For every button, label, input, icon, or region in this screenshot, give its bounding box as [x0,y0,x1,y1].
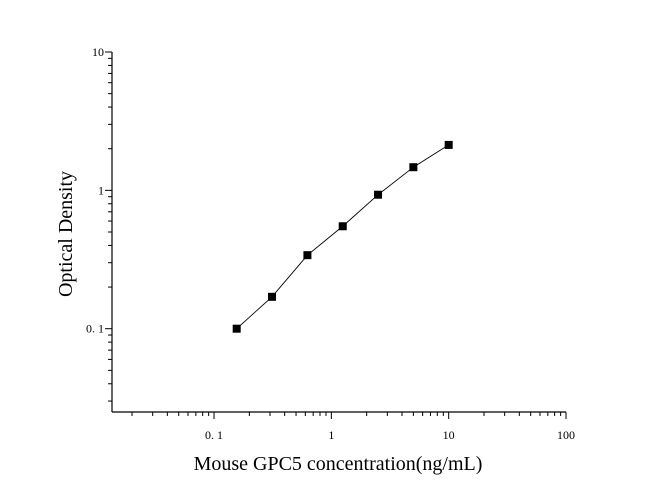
fit-curve [236,144,449,330]
data-point [409,163,418,172]
x-axis-title: Mouse GPC5 concentration(ng/mL) [194,453,483,475]
plot-area: 0. 1 1 10 100 0. 1 1 10 [86,45,575,442]
data-point [444,140,453,149]
y-tick-label: 0. 1 [86,322,104,336]
data-point [268,292,277,301]
x-tick-label: 100 [557,428,575,442]
data-point [374,190,383,199]
x-tick-label: 0. 1 [205,428,223,442]
data-point [232,324,241,333]
y-tick-label: 1 [98,183,104,197]
data-point [303,251,312,260]
y-axis-title: Optical Density [55,171,77,297]
x-tick-label: 10 [443,428,455,442]
data-point [338,222,347,231]
y-tick-label: 10 [92,45,104,59]
x-tick-label: 1 [328,428,334,442]
